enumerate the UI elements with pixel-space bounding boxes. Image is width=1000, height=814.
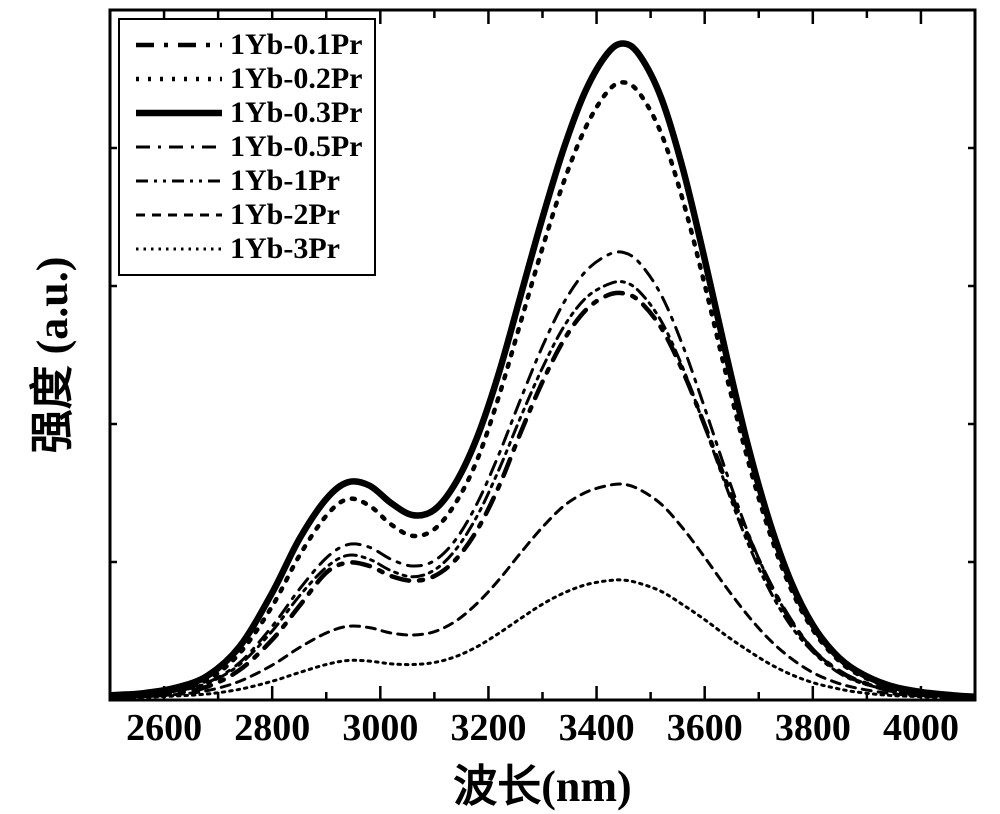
legend-swatch bbox=[134, 235, 224, 263]
x-tick-label: 2600 bbox=[126, 706, 202, 750]
legend-swatch bbox=[134, 133, 224, 161]
legend-swatch bbox=[134, 31, 224, 59]
x-tick-label: 3400 bbox=[559, 706, 635, 750]
x-tick-label: 4000 bbox=[883, 706, 959, 750]
x-tick-label: 2800 bbox=[234, 706, 310, 750]
x-tick-label: 3200 bbox=[450, 706, 526, 750]
legend-item: 1Yb-2Pr bbox=[134, 198, 362, 232]
legend-item: 1Yb-0.2Pr bbox=[134, 62, 362, 96]
legend-label: 1Yb-0.5Pr bbox=[224, 130, 362, 164]
x-tick-label: 3600 bbox=[667, 706, 743, 750]
y-axis-label: 强度 (a.u.) bbox=[16, 257, 80, 454]
series-line bbox=[110, 293, 975, 697]
legend-swatch bbox=[134, 201, 224, 229]
legend-swatch bbox=[134, 167, 224, 195]
legend-swatch bbox=[134, 65, 224, 93]
legend-item: 1Yb-0.3Pr bbox=[134, 96, 362, 130]
legend-label: 1Yb-1Pr bbox=[224, 164, 340, 198]
legend-item: 1Yb-1Pr bbox=[134, 164, 362, 198]
legend-label: 1Yb-3Pr bbox=[224, 232, 340, 266]
legend-item: 1Yb-3Pr bbox=[134, 232, 362, 266]
figure-container: 强度 (a.u.) 波长(nm) 26002800300032003400360… bbox=[0, 0, 1000, 798]
legend-item: 1Yb-0.5Pr bbox=[134, 130, 362, 164]
legend-label: 1Yb-0.3Pr bbox=[224, 96, 362, 130]
legend: 1Yb-0.1Pr1Yb-0.2Pr1Yb-0.3Pr1Yb-0.5Pr1Yb-… bbox=[118, 18, 376, 276]
x-tick-label: 3000 bbox=[342, 706, 418, 750]
series-line bbox=[110, 252, 975, 697]
legend-swatch bbox=[134, 99, 224, 127]
legend-label: 1Yb-2Pr bbox=[224, 198, 340, 232]
x-axis-label: 波长(nm) bbox=[453, 750, 631, 814]
x-tick-label: 3800 bbox=[775, 706, 851, 750]
legend-item: 1Yb-0.1Pr bbox=[134, 28, 362, 62]
legend-label: 1Yb-0.2Pr bbox=[224, 62, 362, 96]
legend-label: 1Yb-0.1Pr bbox=[224, 28, 362, 62]
